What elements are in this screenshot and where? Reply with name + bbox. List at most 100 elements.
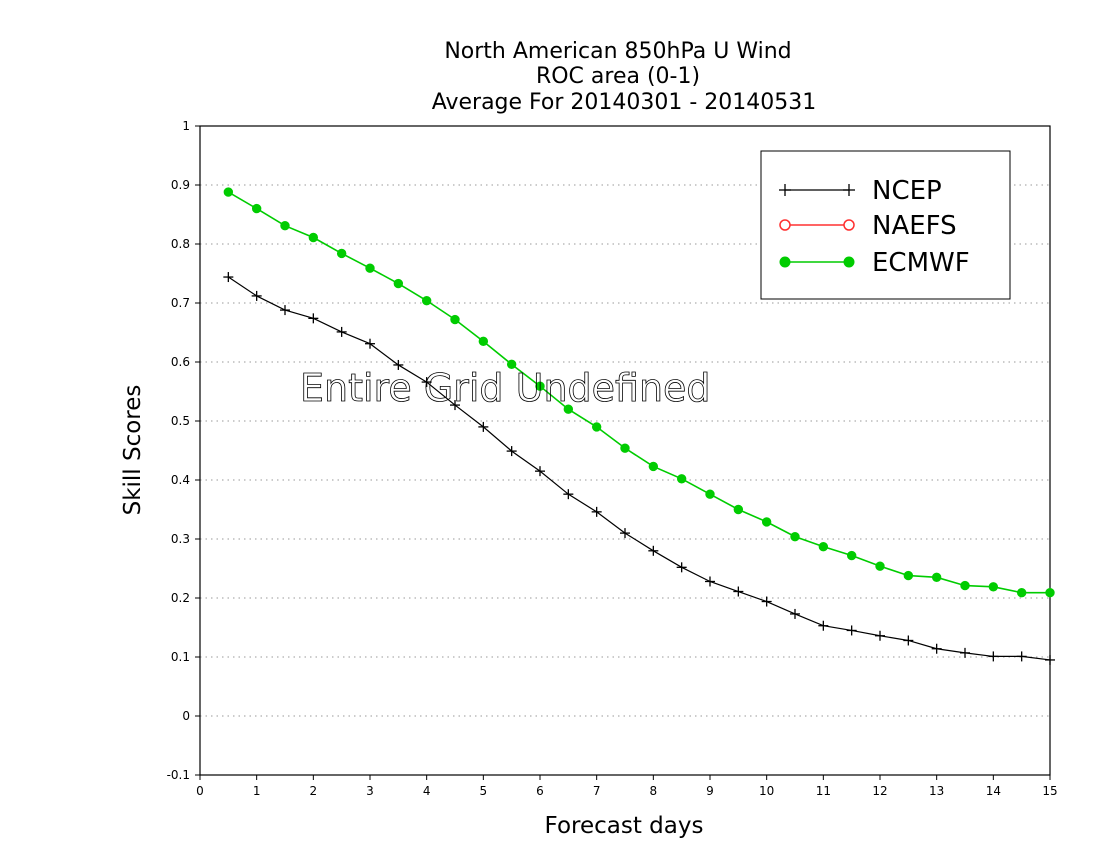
data-point-ecmwf — [903, 570, 914, 581]
data-point-ecmwf — [705, 489, 715, 499]
data-point-ncep — [1045, 654, 1055, 665]
title-line-1: North American 850hPa U Wind — [444, 39, 791, 64]
y-tick-label: 0.3 — [171, 532, 190, 546]
data-point-ecmwf — [421, 295, 432, 306]
data-point-ncep — [931, 643, 942, 654]
x-tick-label: 13 — [929, 784, 944, 798]
data-point-ecmwf — [818, 541, 829, 552]
data-point-ncep — [308, 313, 319, 324]
grid — [200, 184, 1050, 717]
data-point-ecmwf — [648, 461, 659, 472]
data-point-ecmwf — [563, 404, 574, 414]
y-tick-label: 0.5 — [171, 414, 190, 428]
legend-marker — [779, 219, 791, 231]
data-point-ncep — [365, 338, 375, 349]
series-line-ncep — [228, 276, 1051, 661]
data-point-ecmwf — [1045, 587, 1055, 598]
x-tick-label: 14 — [986, 784, 1001, 798]
x-tick-label: 11 — [816, 784, 831, 798]
data-point-ecmwf — [790, 531, 800, 542]
title-line-3: Average For 20140301 - 20140531 — [432, 90, 817, 115]
x-tick-label: 6 — [536, 784, 544, 798]
data-point-ncep — [733, 586, 744, 597]
series — [223, 187, 1055, 665]
series-ecmwf — [223, 187, 1055, 598]
data-point-ncep — [563, 489, 574, 500]
series-ncep — [223, 272, 1055, 665]
x-tick-label: 5 — [480, 784, 488, 798]
data-point-ecmwf — [676, 474, 687, 484]
y-tick-label: 0.1 — [171, 650, 190, 664]
data-point-ncep — [818, 620, 829, 631]
data-point-ecmwf — [875, 561, 885, 571]
plot-frame — [199, 125, 1051, 776]
data-point-ecmwf — [931, 572, 942, 583]
data-point-ncep — [336, 326, 347, 337]
legend: NCEP NAEFS ECMWF — [760, 150, 1011, 300]
legend-label: ECMWF — [872, 248, 970, 278]
data-point-ecmwf — [761, 517, 772, 527]
data-point-ecmwf — [960, 580, 970, 591]
y-tick-label: 1 — [182, 119, 190, 133]
y-tick-label: 0 — [182, 709, 190, 723]
x-tick-label: 1 — [253, 784, 261, 798]
x-tick-label: 7 — [593, 784, 601, 798]
data-point-ncep — [875, 630, 885, 641]
data-point-ecmwf — [478, 336, 489, 347]
data-point-ecmwf — [336, 248, 347, 259]
data-point-ncep — [790, 608, 800, 619]
x-tick-label: 0 — [196, 784, 204, 798]
axis-ticks: -0.100.10.20.30.40.50.60.70.80.910 1 2 3 4 5 6… — [167, 119, 1058, 798]
data-point-ncep — [846, 625, 857, 636]
data-point-ncep — [1016, 651, 1027, 662]
data-point-ncep — [223, 272, 234, 283]
title-line-2: ROC area (0-1) — [536, 64, 700, 89]
legend-marker — [843, 219, 855, 231]
legend-marker — [779, 256, 791, 268]
x-tick-label: 3 — [366, 784, 374, 798]
x-axis-label: Forecast days — [545, 813, 704, 839]
data-point-ncep — [620, 528, 630, 539]
x-tick-label: 12 — [872, 784, 887, 798]
data-point-ncep — [280, 305, 290, 316]
data-point-ncep — [421, 377, 432, 388]
x-tick-label: 2 — [310, 784, 318, 798]
y-tick-label: 0.9 — [171, 178, 190, 192]
data-point-ncep — [960, 647, 970, 658]
x-tick-label: 10 — [759, 784, 774, 798]
y-tick-label: 0.2 — [171, 591, 190, 605]
data-point-ecmwf — [450, 314, 460, 325]
x-tick-label: 9 — [706, 784, 714, 798]
data-point-ecmwf — [1016, 587, 1027, 598]
legend-label: NCEP — [872, 176, 942, 206]
data-point-ecmwf — [280, 221, 290, 231]
legend-marker — [779, 184, 791, 196]
legend-item-ecmwf: ECMWF — [779, 248, 970, 278]
legend-label: NAEFS — [872, 211, 957, 241]
data-point-ncep — [478, 421, 489, 432]
legend-marker — [843, 184, 855, 196]
chart-title: North American 850hPa U Wind ROC area (0… — [432, 39, 817, 115]
annotation-entire-grid-undefined: Entire Grid Undefined — [300, 366, 711, 410]
y-tick-label: 0.7 — [171, 296, 190, 310]
data-point-ecmwf — [308, 232, 319, 243]
data-point-ncep — [450, 400, 460, 411]
data-point-ecmwf — [988, 582, 999, 592]
data-point-ncep — [705, 576, 715, 587]
data-point-ecmwf — [846, 550, 857, 561]
data-point-ncep — [535, 466, 545, 477]
data-point-ecmwf — [365, 263, 375, 273]
data-point-ncep — [761, 596, 772, 607]
data-point-ncep — [903, 635, 914, 646]
data-point-ncep — [676, 562, 687, 573]
y-tick-label: 0.6 — [171, 355, 190, 369]
data-point-ncep — [648, 545, 659, 556]
data-point-ncep — [988, 651, 999, 662]
legend-item-ncep: NCEP — [779, 176, 942, 206]
y-tick-label: 0.4 — [171, 473, 190, 487]
data-point-ecmwf — [733, 504, 744, 515]
data-point-ncep — [591, 506, 602, 517]
data-point-ecmwf — [535, 381, 545, 391]
data-point-ncep — [251, 290, 262, 301]
